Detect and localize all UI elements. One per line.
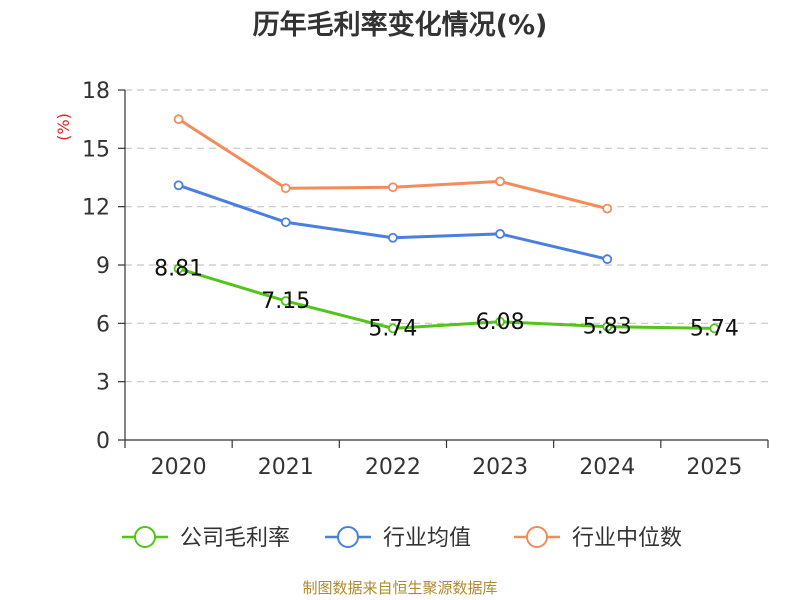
x-tick-label-2023: 2023 — [472, 455, 528, 480]
axes: 0 3 6 9 12 15 18 2020 2021 2022 2023 2024 2025 — [82, 79, 769, 480]
data-point-0-2020[interactable] — [173, 263, 184, 274]
data-point-2-2022[interactable] — [388, 182, 398, 193]
data-point-2-2024[interactable] — [602, 203, 613, 214]
series-line-2 — [177, 117, 608, 211]
data-point-0-2022[interactable] — [388, 323, 398, 334]
y-tick-label-15: 15 — [82, 137, 110, 162]
x-tick-label-2024: 2024 — [579, 455, 635, 480]
legend-marker-1 — [337, 526, 359, 548]
data-point-2-2023[interactable] — [495, 176, 505, 187]
data-point-1-2021[interactable] — [280, 217, 291, 228]
data-point-1-2022[interactable] — [388, 232, 398, 243]
data-point-1-2020[interactable] — [173, 180, 184, 191]
y-tick-label-0: 0 — [96, 429, 110, 454]
x-tick-label-2025: 2025 — [686, 455, 742, 480]
chart-title: 历年毛利率变化情况(%) — [253, 9, 548, 41]
series-line-1 — [178, 183, 608, 261]
data-point-0-2023[interactable] — [495, 316, 505, 327]
x-tick-label-2022: 2022 — [365, 455, 421, 480]
data-label-2024: 5.83 — [583, 315, 632, 340]
legend-item-0[interactable]: 公司毛利率 — [122, 526, 290, 551]
x-tick-label-2021: 2021 — [258, 455, 314, 480]
legend[interactable]: 公司毛利率 行业均值 行业中位数 — [122, 526, 682, 551]
data-label-2020: 8.81 — [154, 257, 203, 282]
data-point-2-2020[interactable] — [173, 114, 184, 125]
y-tick-label-3: 3 — [96, 371, 110, 396]
y-tick-label-6: 6 — [96, 312, 110, 337]
data-point-1-2023[interactable] — [495, 228, 505, 239]
data-label-2025: 5.74 — [690, 316, 739, 341]
source-note: 制图数据来自恒生聚源数据库 — [302, 579, 497, 597]
data-label-2022: 5.74 — [368, 316, 417, 341]
data-point-0-2024[interactable] — [602, 321, 613, 332]
legend-marker-2 — [526, 526, 548, 548]
data-point-1-2024[interactable] — [602, 254, 613, 265]
legend-item-2[interactable]: 行业中位数 — [514, 526, 682, 551]
legend-item-1[interactable]: 行业均值 — [325, 526, 471, 551]
y-axis-label: (%) — [54, 113, 73, 141]
legend-label-1: 行业均值 — [383, 526, 471, 551]
legend-label-0: 公司毛利率 — [180, 526, 290, 551]
data-point-0-2025[interactable] — [709, 323, 720, 334]
data-point-2-2021[interactable] — [280, 183, 291, 194]
x-tick-label-2020: 2020 — [151, 455, 207, 480]
series-group: 8.81 7.15 5.74 6.08 5.83 5.74 — [154, 114, 739, 341]
series-line-0 — [178, 267, 715, 330]
data-label-2023: 6.08 — [476, 310, 525, 335]
y-tick-label-9: 9 — [96, 254, 110, 279]
y-tick-label-18: 18 — [82, 79, 110, 104]
legend-marker-0 — [134, 526, 156, 548]
data-point-0-2021[interactable] — [280, 296, 291, 306]
legend-label-2: 行业中位数 — [572, 526, 682, 551]
y-tick-label-12: 12 — [82, 196, 110, 221]
data-label-2021: 7.15 — [261, 289, 310, 314]
